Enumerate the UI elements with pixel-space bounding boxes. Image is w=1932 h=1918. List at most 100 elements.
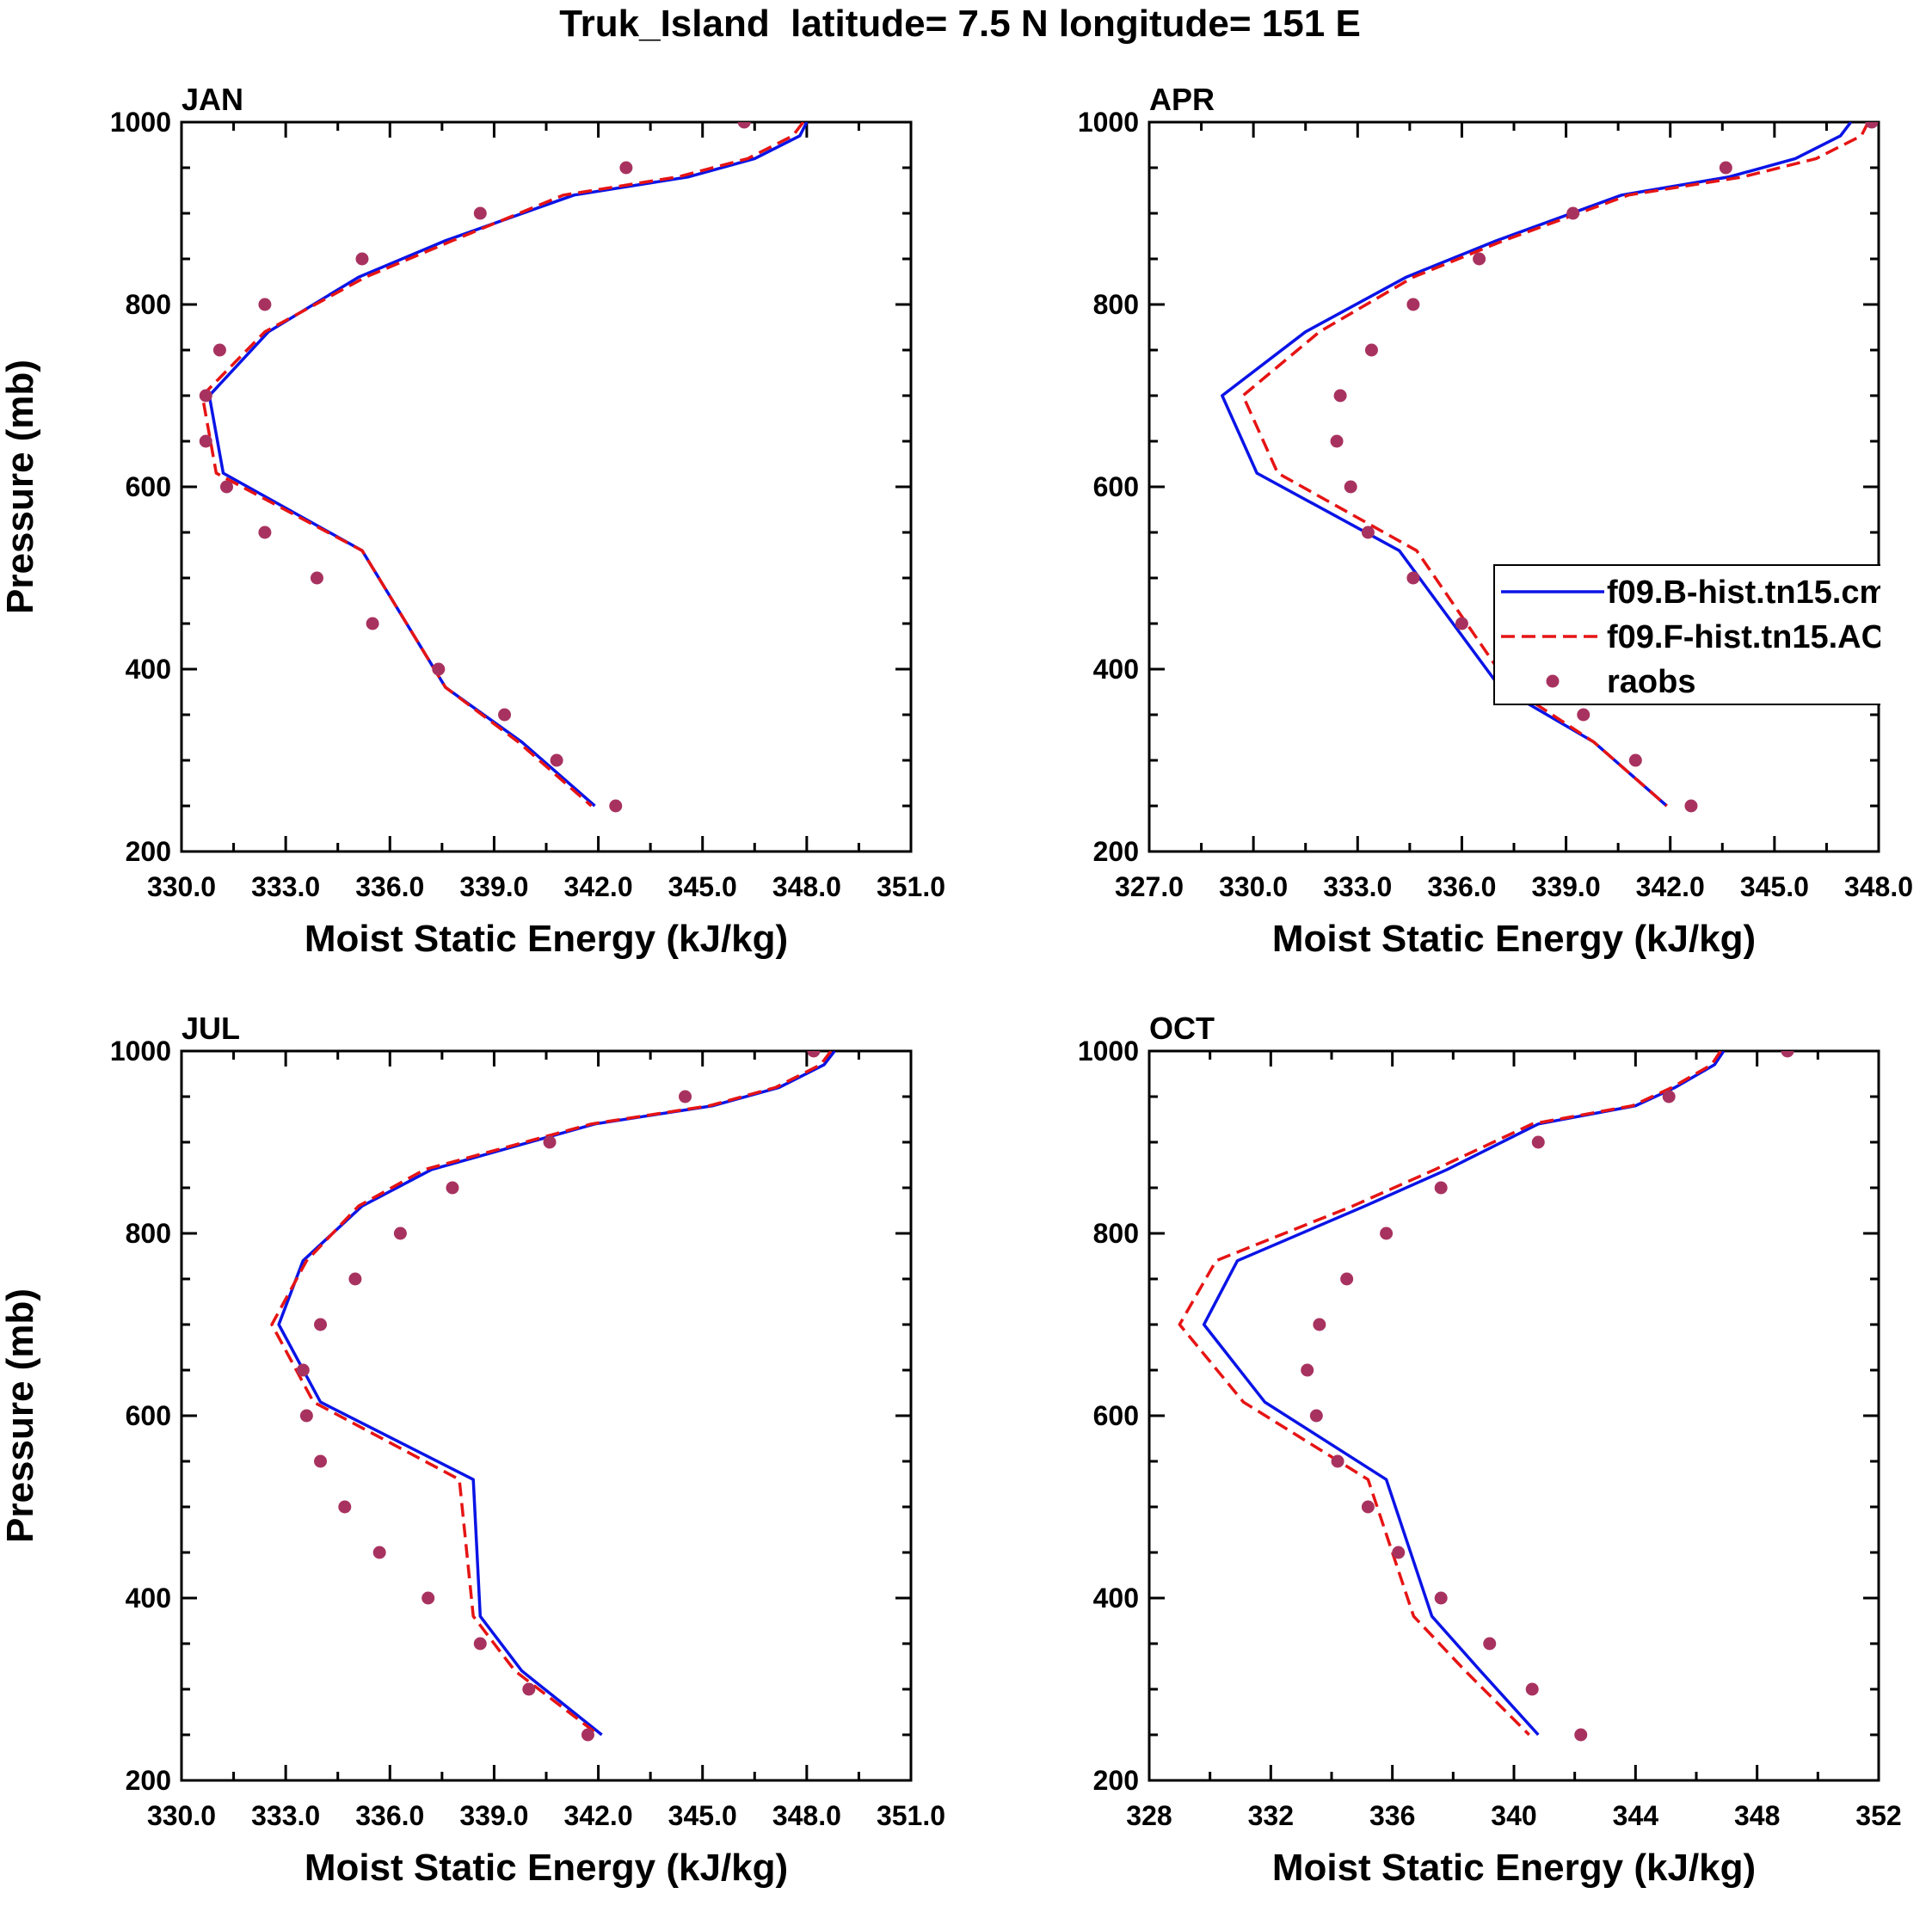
x-tick-label: 342.0 — [564, 1800, 633, 1831]
raobs-point — [522, 1682, 536, 1696]
raobs-point — [1577, 708, 1591, 722]
data-layer — [199, 122, 809, 813]
y-tick-label: 600 — [126, 471, 171, 502]
raobs-point — [473, 206, 487, 220]
y-tick-label: 800 — [126, 1218, 171, 1249]
x-axis-label: Moist Static Energy (kJ/kg) — [1272, 1847, 1756, 1889]
raobs-point — [1525, 1682, 1539, 1696]
raobs-point — [446, 1181, 459, 1195]
raobs-point — [1344, 480, 1357, 494]
x-tick-label: 344 — [1613, 1800, 1659, 1831]
panel-title: JAN — [182, 82, 243, 117]
raobs-point — [258, 298, 272, 311]
y-axis-label: Pressure (mb) — [0, 1288, 41, 1543]
y-tick-label: 200 — [126, 1765, 171, 1796]
raobs-point — [1719, 161, 1732, 175]
raobs-point — [1313, 1318, 1326, 1331]
x-tick-label: 348 — [1734, 1800, 1780, 1831]
raobs-point — [1392, 1546, 1406, 1559]
panel-title: APR — [1149, 82, 1215, 117]
x-axis-label: Moist Static Energy (kJ/kg) — [305, 918, 788, 960]
x-tick-label: 339.0 — [459, 871, 528, 902]
y-tick-label: 200 — [1093, 1765, 1139, 1796]
panel-title: OCT — [1149, 1011, 1215, 1046]
x-tick-label: 340 — [1491, 1800, 1536, 1831]
raobs-point — [338, 1500, 352, 1514]
plot-frame — [180, 120, 913, 853]
legend-marker-raobs — [1546, 674, 1560, 688]
y-tick-label: 400 — [126, 1583, 171, 1614]
y-tick-label: 1000 — [110, 107, 171, 138]
y-axis-label: Pressure (mb) — [0, 360, 41, 614]
raobs-point — [807, 1051, 821, 1058]
series-line-b-hist — [207, 122, 809, 808]
y-tick-label: 800 — [1093, 1218, 1139, 1249]
data-layer — [270, 1051, 836, 1742]
x-tick-label: 336.0 — [1427, 871, 1496, 902]
raobs-point — [1333, 389, 1347, 403]
raobs-point — [212, 343, 226, 357]
x-tick-label: 328 — [1126, 1800, 1172, 1831]
x-tick-label: 333.0 — [251, 871, 320, 902]
series-line-b-hist — [1221, 122, 1853, 808]
raobs-point — [432, 662, 446, 676]
raobs-point — [1380, 1226, 1394, 1240]
y-tick-label: 600 — [1093, 471, 1139, 502]
y-tick-label: 600 — [1093, 1400, 1139, 1431]
x-axis-label: Moist Static Energy (kJ/kg) — [305, 1847, 788, 1889]
series-line-f-hist — [200, 122, 805, 808]
raobs-point — [498, 708, 512, 722]
raobs-point — [550, 753, 563, 767]
raobs-point — [1628, 753, 1642, 767]
x-tick-label: 336.0 — [355, 871, 424, 902]
x-tick-label: 333.0 — [1323, 871, 1392, 902]
raobs-point — [1361, 526, 1375, 539]
legend-label: f09.F-hist.tn15.ACr — [1607, 619, 1898, 655]
plot-frame — [1148, 120, 1880, 853]
raobs-point — [473, 1637, 487, 1651]
plot-frame — [180, 1049, 913, 1782]
panels: 330.0 333.0 336.0 339.0 342.0 345.0 348.0 351.0… — [0, 82, 1913, 1889]
raobs-point — [1331, 1454, 1344, 1468]
raobs-point — [1406, 298, 1420, 311]
legend-label: f09.B-hist.tn15.cmi — [1607, 575, 1898, 611]
raobs-point — [314, 1454, 328, 1468]
x-tick-label: 348.0 — [1844, 871, 1913, 902]
raobs-point — [679, 1090, 692, 1103]
raobs-point — [1309, 1409, 1323, 1423]
x-tick-label: 348.0 — [772, 1800, 841, 1831]
x-tick-label: 339.0 — [1532, 871, 1601, 902]
y-tick-label: 1000 — [1078, 1036, 1139, 1067]
x-tick-label: 348.0 — [772, 871, 841, 902]
series-line-b-hist — [1202, 1051, 1726, 1737]
data-layer — [1178, 1051, 1794, 1742]
raobs-point — [314, 1318, 328, 1331]
raobs-point — [1574, 1728, 1588, 1742]
panel-apr: 327.0 330.0 333.0 336.0 339.0 342.0 345.0 348.0… — [1078, 82, 1913, 960]
x-tick-label: 336 — [1369, 1800, 1415, 1831]
raobs-point — [1781, 1051, 1794, 1058]
raobs-point — [1865, 122, 1879, 129]
series-line-b-hist — [277, 1051, 836, 1737]
panel-jul: 330.0 333.0 336.0 339.0 342.0 345.0 348.0 351.0… — [0, 1011, 945, 1889]
x-tick-label: 342.0 — [564, 871, 633, 902]
x-tick-label: 336.0 — [355, 1800, 424, 1831]
raobs-point — [581, 1728, 594, 1742]
raobs-point — [543, 1135, 557, 1149]
panel-oct: 328 332 336 340 344 348 352 200 400 600 800 1000 Moi… — [1078, 1011, 1902, 1889]
raobs-point — [348, 1272, 362, 1286]
x-tick-label: 339.0 — [459, 1800, 528, 1831]
raobs-point — [199, 389, 212, 403]
y-tick-label: 1000 — [110, 1036, 171, 1067]
x-tick-label: 352 — [1855, 1800, 1901, 1831]
y-tick-label: 400 — [126, 654, 171, 685]
raobs-point — [1483, 1637, 1497, 1651]
x-tick-label: 345.0 — [668, 871, 737, 902]
y-tick-label: 200 — [1093, 836, 1139, 867]
raobs-point — [366, 617, 379, 630]
raobs-point — [1434, 1591, 1448, 1605]
x-tick-label: 351.0 — [877, 1800, 945, 1831]
x-tick-label: 345.0 — [668, 1800, 737, 1831]
raobs-point — [219, 480, 233, 494]
